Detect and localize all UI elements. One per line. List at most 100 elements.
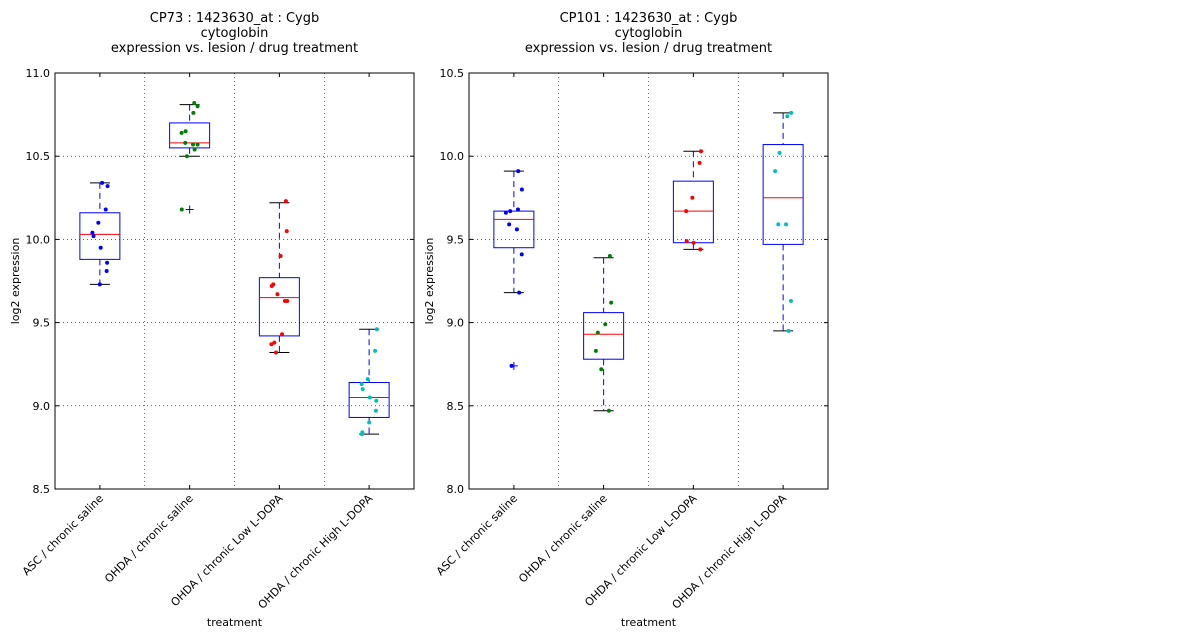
data-point bbox=[183, 129, 188, 134]
data-point bbox=[179, 207, 184, 212]
data-point bbox=[280, 332, 285, 337]
data-point bbox=[97, 282, 102, 287]
data-point bbox=[373, 408, 378, 413]
data-point bbox=[285, 298, 290, 303]
data-point bbox=[595, 330, 600, 335]
data-point bbox=[515, 207, 520, 212]
data-point bbox=[785, 114, 790, 119]
y-tick-label: 11.0 bbox=[26, 67, 51, 80]
data-point bbox=[105, 184, 110, 189]
data-point bbox=[514, 227, 519, 232]
data-point bbox=[374, 327, 379, 332]
box-3 bbox=[672, 150, 714, 250]
y-tick-label: 9.0 bbox=[33, 400, 51, 413]
data-point bbox=[373, 348, 378, 353]
y-tick-label: 10.0 bbox=[440, 150, 465, 163]
data-point bbox=[190, 142, 195, 147]
data-point bbox=[103, 207, 108, 212]
data-point bbox=[275, 292, 280, 297]
data-point bbox=[365, 377, 370, 382]
box-iqr bbox=[493, 210, 535, 249]
x-tick-label: ASC / chronic saline bbox=[20, 492, 106, 578]
box-3 bbox=[258, 202, 300, 354]
data-point bbox=[192, 147, 197, 152]
data-point bbox=[283, 199, 288, 204]
data-point bbox=[359, 382, 364, 387]
data-point bbox=[606, 408, 611, 413]
data-point bbox=[593, 348, 598, 353]
chart-panel-2: CP101 : 1423630_at : Cygbcytoglobinexpre… bbox=[423, 11, 829, 629]
data-point bbox=[684, 209, 689, 214]
data-point bbox=[788, 298, 793, 303]
data-point bbox=[183, 140, 188, 145]
y-tick-label: 8.5 bbox=[447, 400, 465, 413]
data-point bbox=[698, 247, 703, 252]
data-point bbox=[509, 363, 514, 368]
data-point bbox=[359, 432, 364, 437]
x-tick-label: ASC / chronic saline bbox=[434, 492, 520, 578]
y-tick-label: 10.5 bbox=[26, 150, 51, 163]
data-point bbox=[367, 420, 372, 425]
chart-title-line: CP101 : 1423630_at : Cygb bbox=[560, 11, 738, 26]
box-iqr bbox=[672, 180, 714, 244]
chart-title-line: expression vs. lesion / drug treatment bbox=[111, 41, 358, 56]
chart-title-line: CP73 : 1423630_at : Cygb bbox=[150, 11, 319, 26]
box-iqr bbox=[762, 144, 804, 245]
data-point bbox=[503, 210, 508, 215]
data-point bbox=[607, 254, 612, 259]
data-point bbox=[278, 254, 283, 259]
data-point bbox=[195, 142, 200, 147]
data-point bbox=[179, 130, 184, 135]
x-axis-label: treatment bbox=[207, 616, 263, 629]
data-point bbox=[789, 110, 794, 115]
box-iqr bbox=[583, 312, 625, 360]
chart-panel-1: CP73 : 1423630_at : Cygbcytoglobinexpres… bbox=[9, 11, 415, 629]
data-point bbox=[274, 350, 279, 355]
data-point bbox=[90, 230, 95, 235]
data-point bbox=[776, 222, 781, 227]
chart-title-line: expression vs. lesion / drug treatment bbox=[525, 41, 772, 56]
data-point bbox=[697, 160, 702, 165]
data-point bbox=[599, 367, 604, 372]
data-point bbox=[507, 222, 512, 227]
data-point bbox=[784, 222, 789, 227]
box-iqr bbox=[258, 277, 300, 337]
y-tick-label: 9.0 bbox=[447, 317, 465, 330]
y-axis-label: log2 expression bbox=[423, 238, 436, 325]
data-point bbox=[96, 220, 101, 225]
box-iqr bbox=[169, 122, 211, 149]
data-point bbox=[98, 245, 103, 250]
box-4 bbox=[762, 112, 804, 332]
y-tick-label: 8.0 bbox=[447, 483, 465, 496]
chart-title-line: cytoglobin bbox=[615, 26, 683, 41]
data-point bbox=[184, 154, 189, 159]
data-point bbox=[284, 229, 289, 234]
y-tick-label: 9.5 bbox=[33, 317, 51, 330]
y-tick-label: 10.5 bbox=[440, 67, 465, 80]
data-point bbox=[104, 269, 109, 274]
chart-title-line: cytoglobin bbox=[201, 26, 269, 41]
data-point bbox=[360, 387, 365, 392]
data-point bbox=[191, 110, 196, 115]
box-4 bbox=[348, 328, 390, 435]
box-iqr bbox=[79, 212, 121, 260]
data-point bbox=[272, 340, 277, 345]
data-point bbox=[367, 395, 372, 400]
box-2 bbox=[583, 257, 625, 412]
data-point bbox=[519, 252, 524, 257]
box-1 bbox=[79, 182, 121, 285]
data-point bbox=[773, 169, 778, 174]
data-point bbox=[508, 209, 513, 214]
data-point bbox=[691, 240, 696, 245]
data-point bbox=[603, 322, 608, 327]
data-point bbox=[517, 290, 522, 295]
data-point bbox=[516, 169, 521, 174]
data-point bbox=[698, 149, 703, 154]
data-point bbox=[105, 260, 110, 265]
x-tick-label: OHDA / chronic saline bbox=[102, 492, 196, 586]
data-point bbox=[100, 180, 105, 185]
data-point bbox=[786, 328, 791, 333]
x-tick-label: OHDA / chronic saline bbox=[516, 492, 610, 586]
y-tick-label: 10.0 bbox=[26, 233, 51, 246]
outlier-marker bbox=[185, 205, 194, 214]
